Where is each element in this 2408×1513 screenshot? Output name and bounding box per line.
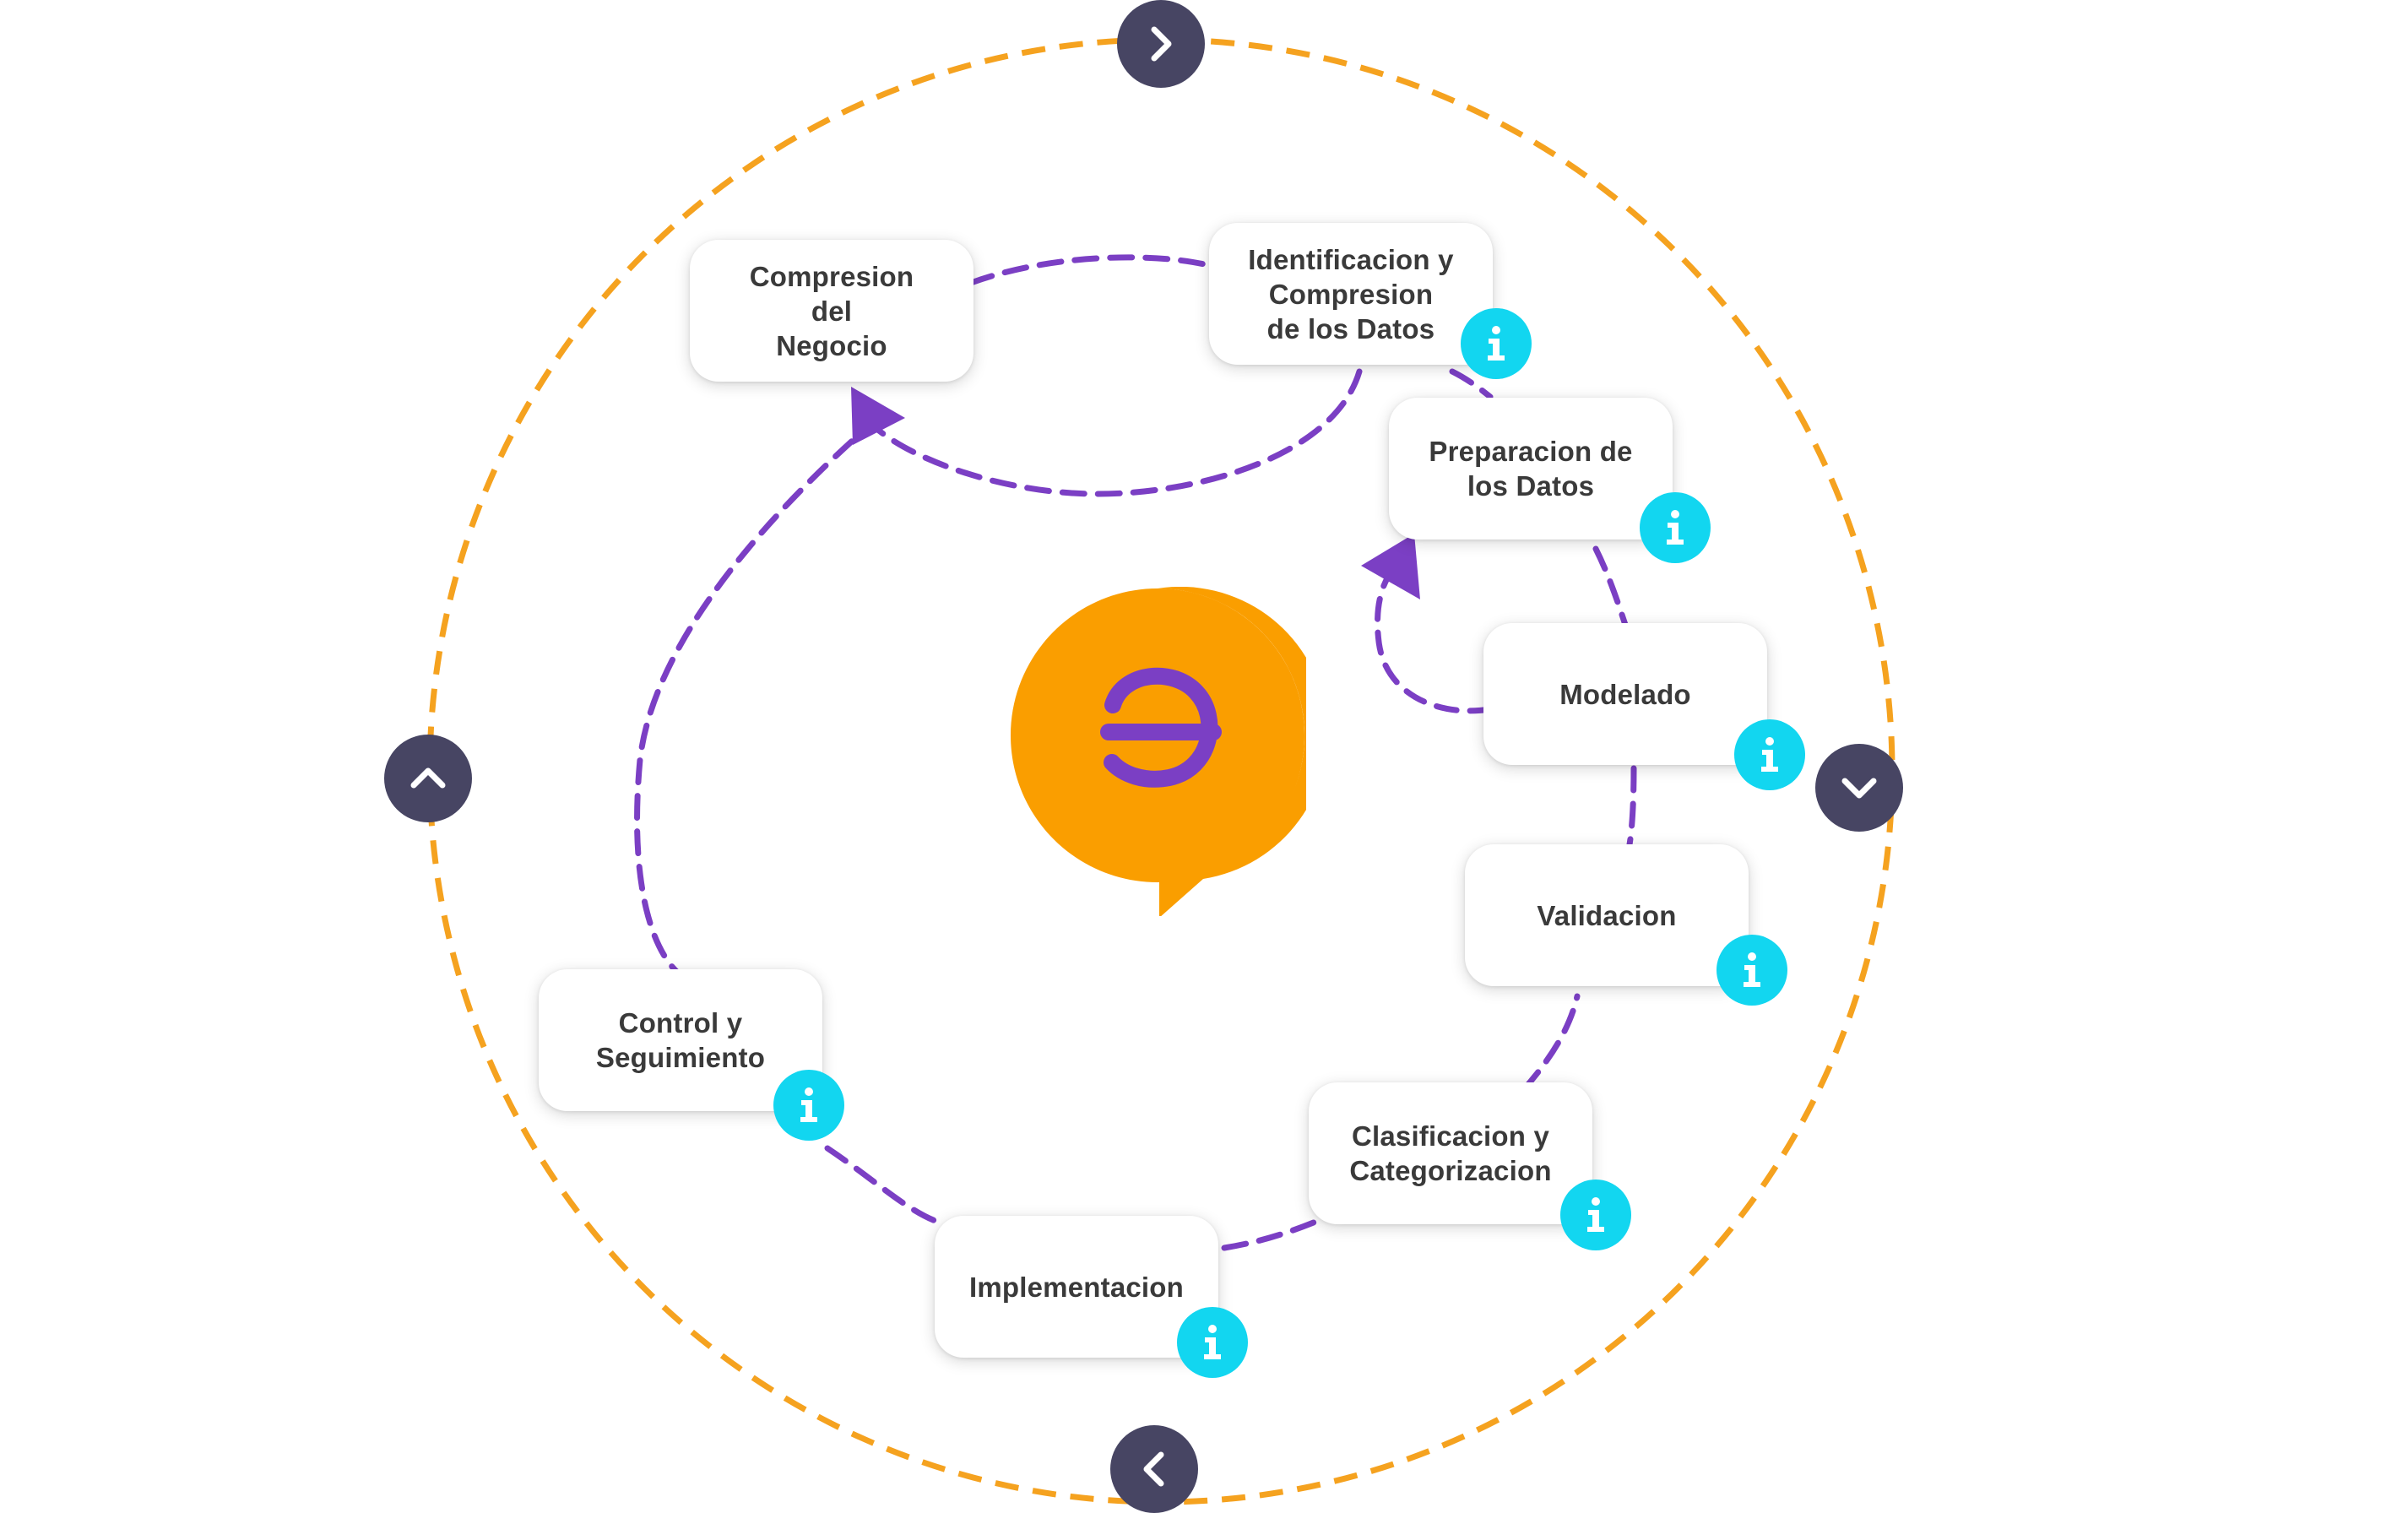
step-label: Control y Seguimiento	[595, 1007, 766, 1073]
previous-button[interactable]	[1110, 1425, 1198, 1513]
chevron-up-icon	[410, 767, 446, 789]
step-label: Identificacion y Compresion de los Datos	[1248, 243, 1454, 344]
info-icon	[1204, 1325, 1221, 1359]
chevron-right-icon	[1151, 26, 1172, 62]
up-button[interactable]	[384, 735, 472, 822]
step-label: Implementacion	[968, 1271, 1185, 1303]
chevron-down-icon	[1841, 778, 1877, 799]
speech-bubble-logo-icon	[1011, 587, 1306, 916]
next-button[interactable]	[1117, 0, 1205, 88]
return-arrow-right-icon	[1361, 534, 1420, 599]
return-arrow-top-icon	[851, 387, 905, 445]
info-icon	[1761, 737, 1778, 772]
step-label: Validacion	[1537, 899, 1677, 931]
down-button[interactable]	[1815, 744, 1903, 832]
info-icon	[1667, 510, 1684, 545]
step-card-deployment[interactable]: Implementacion	[935, 1216, 1218, 1358]
step-card-data-understanding[interactable]: Identificacion y Compresion de los Datos	[1209, 223, 1493, 365]
info-button-modeling[interactable]	[1734, 719, 1805, 790]
step-label: Clasificacion y Categorizacion	[1349, 1120, 1552, 1186]
step-card-business-understanding[interactable]: Compresion del Negocio	[690, 240, 974, 382]
step-label: Preparacion de los Datos	[1429, 436, 1633, 502]
info-button-data-understanding[interactable]	[1461, 308, 1532, 379]
chevron-left-icon	[1143, 1451, 1164, 1487]
info-button-monitoring[interactable]	[773, 1070, 844, 1141]
step-card-data-preparation[interactable]: Preparacion de los Datos	[1389, 398, 1673, 540]
info-button-validation[interactable]	[1717, 935, 1787, 1006]
info-icon	[800, 1087, 817, 1122]
step-label: Compresion del Negocio	[749, 260, 914, 361]
info-icon	[1488, 326, 1505, 361]
step-card-monitoring[interactable]: Control y Seguimiento	[539, 969, 822, 1111]
info-button-classification[interactable]	[1560, 1179, 1631, 1250]
info-icon	[1587, 1197, 1604, 1232]
inner-cycle-path	[634, 254, 1637, 1251]
return-arc-right	[1375, 564, 1494, 714]
step-card-validation[interactable]: Validacion	[1465, 844, 1749, 986]
step-card-classification[interactable]: Clasificacion y Categorizacion	[1309, 1082, 1592, 1224]
step-card-modeling[interactable]: Modelado	[1483, 623, 1767, 765]
info-button-deployment[interactable]	[1177, 1307, 1248, 1378]
return-arc-top	[870, 368, 1363, 497]
step-label: Modelado	[1559, 678, 1691, 710]
info-button-data-preparation[interactable]	[1640, 492, 1711, 563]
info-icon	[1744, 952, 1760, 987]
